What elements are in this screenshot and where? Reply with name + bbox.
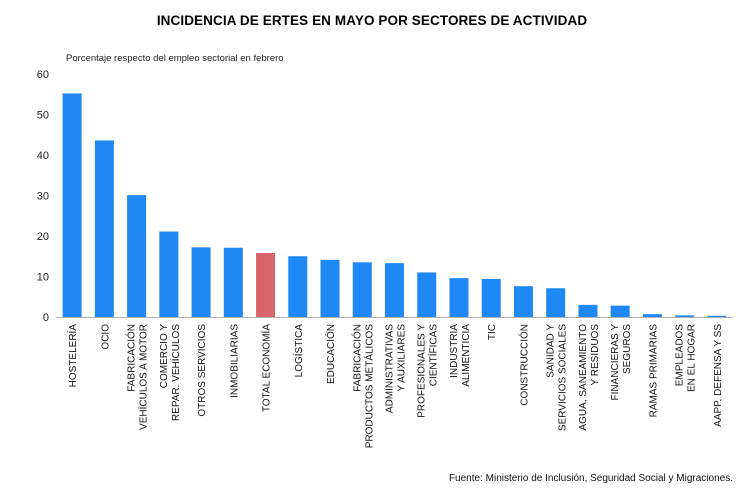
bar	[513, 286, 533, 317]
bar	[481, 278, 501, 317]
bar	[546, 288, 566, 317]
x-tick-label-line: FABRICACIÓN	[125, 324, 138, 392]
y-tick-label: 0	[43, 312, 49, 324]
x-tick-label: INMOBILIARIAS	[229, 324, 240, 398]
bar	[578, 304, 598, 317]
x-tick-label-line: ALIMENTICIA	[461, 324, 472, 387]
x-tick-label-line: AGUA, SANEAMIENTO	[578, 324, 589, 431]
y-tick-label: 40	[37, 150, 49, 162]
x-tick-label-line: TOTAL ECONOMÍA	[260, 324, 273, 412]
x-tick-label: LOGÍSTICA	[292, 324, 305, 378]
x-tick-label: HOSTELERÍA	[66, 324, 79, 388]
x-tick-label-line: VEHÍCULOS A MOTOR	[137, 324, 150, 430]
x-tick-label: PROFESIONALES YCIENTÍFICAS	[417, 324, 440, 418]
x-tick-label-line: EN EL HOGAR	[687, 324, 698, 392]
x-tick-label-line: INMOBILIARIAS	[229, 324, 240, 398]
x-tick-label: ADMINISTRATIVASY AUXILIARES	[385, 324, 408, 413]
x-tick-label: FABRICACIÓNPRODUCTOS METÁLICOS	[350, 324, 375, 449]
bar	[675, 315, 695, 317]
bar	[288, 256, 308, 317]
x-tick-label: FINANCIERAS YSEGUROS	[610, 324, 633, 401]
x-tick-label: EDUCACIÓN	[324, 324, 337, 384]
x-tick-label-line: AAPP, DEFENSA Y SS	[713, 324, 724, 427]
x-tick-label-line: EDUCACIÓN	[324, 324, 337, 384]
x-tick-label-line: COMERCIO Y	[159, 324, 170, 389]
bar	[385, 263, 404, 317]
y-axis-subtitle: Porcentaje respecto del empleo sectorial…	[66, 53, 284, 64]
bar	[256, 253, 276, 317]
x-tick-label-line: ADMINISTRATIVAS	[385, 324, 396, 413]
x-tick-label-line: FINANCIERAS Y	[610, 324, 621, 401]
x-tick-label: EMPLEADOSEN EL HOGAR	[675, 324, 698, 392]
y-tick-label: 10	[37, 272, 49, 284]
x-axis: HOSTELERÍA OCIO FABRICACIÓNVEHÍCULOS A MOT…	[66, 324, 724, 449]
x-tick-label: AGUA, SANEAMIENTOY RESIDUOS	[578, 324, 601, 431]
x-tick-label: TOTAL ECONOMÍA	[260, 324, 273, 412]
x-tick-label-line: TIC	[487, 324, 498, 340]
bar	[62, 93, 82, 317]
bar	[223, 247, 243, 317]
x-tick-label-line: SEGUROS	[622, 324, 633, 374]
x-tick-label-line: SERVICIOS SOCIALES	[558, 324, 569, 431]
bar	[127, 195, 147, 317]
x-tick-label: TIC	[487, 324, 498, 340]
x-tick-label-line: OCIO	[100, 324, 111, 350]
bars-group	[62, 93, 727, 317]
x-tick-label-line: LOGÍSTICA	[292, 324, 305, 378]
x-tick-label: SANIDAD YSERVICIOS SOCIALES	[546, 324, 569, 431]
y-tick-label: 20	[37, 231, 49, 243]
x-tick-label: AAPP, DEFENSA Y SS	[713, 324, 724, 427]
x-tick-label: OCIO	[100, 324, 111, 350]
x-tick-label-line: Y AUXILIARES	[397, 324, 408, 392]
y-tick-label: 60	[37, 69, 49, 81]
x-tick-label: FABRICACIÓNVEHÍCULOS A MOTOR	[125, 324, 150, 430]
bar	[642, 314, 662, 317]
bar	[610, 305, 630, 317]
y-axis: 0 10 20 30 40 50 60	[37, 69, 49, 324]
x-tick-label: CONSTRUCCIÓN	[517, 324, 530, 406]
bar	[417, 272, 437, 317]
bar	[707, 315, 727, 317]
x-tick-label-line: SANIDAD Y	[546, 324, 557, 378]
y-tick-label: 50	[37, 110, 49, 122]
x-tick-label-line: EMPLEADOS	[675, 324, 686, 387]
x-tick-label: INDUSTRIAALIMENTICIA	[449, 324, 472, 387]
x-tick-label-line: PRODUCTOS METÁLICOS	[362, 324, 375, 449]
x-tick-label-line: CIENTÍFICAS	[427, 324, 440, 387]
x-tick-label-line: FABRICACIÓN	[350, 324, 363, 392]
x-tick-label: RAMAS PRIMARIAS	[648, 324, 659, 418]
x-tick-label-line: REPAR. VEHÍCULOS	[169, 324, 182, 421]
bar	[94, 140, 114, 317]
source-note: Fuente: Ministerio de Inclusión, Segurid…	[448, 473, 733, 484]
bar	[449, 278, 469, 317]
bar	[352, 262, 372, 317]
x-tick-label-line: Y RESIDUOS	[590, 324, 601, 386]
x-tick-label-line: RAMAS PRIMARIAS	[648, 324, 659, 418]
bar	[159, 231, 179, 317]
x-tick-label-line: HOSTELERÍA	[66, 324, 79, 388]
y-tick-label: 30	[37, 191, 49, 203]
x-tick-label-line: PROFESIONALES Y	[417, 324, 428, 418]
bar	[320, 259, 340, 317]
chart-title: INCIDENCIA DE ERTES EN MAYO POR SECTORES…	[156, 13, 588, 28]
x-tick-label-line: OTROS SERVICIOS	[197, 324, 208, 417]
bar	[191, 247, 211, 317]
x-tick-label-line: INDUSTRIA	[449, 324, 460, 378]
x-tick-label: OTROS SERVICIOS	[197, 324, 208, 417]
x-tick-label-line: CONSTRUCCIÓN	[517, 324, 530, 406]
x-tick-label: COMERCIO YREPAR. VEHÍCULOS	[159, 324, 182, 421]
